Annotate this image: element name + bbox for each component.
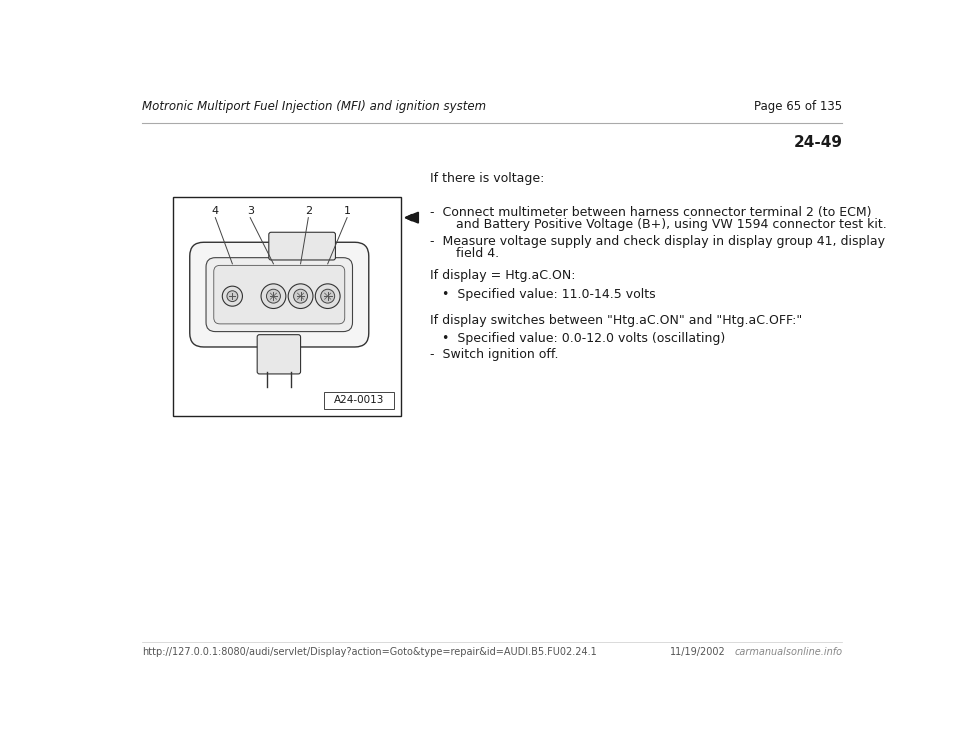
Text: 11/19/2002: 11/19/2002: [670, 646, 726, 657]
Text: 3: 3: [247, 206, 253, 216]
Circle shape: [294, 289, 307, 303]
Polygon shape: [405, 212, 419, 223]
Text: -  Measure voltage supply and check display in display group 41, display: - Measure voltage supply and check displ…: [430, 234, 885, 248]
Text: If display = Htg.aC.ON:: If display = Htg.aC.ON:: [430, 269, 575, 282]
Text: 2: 2: [304, 206, 312, 216]
Text: A24-0013: A24-0013: [333, 395, 384, 405]
Text: carmanualsonline.info: carmanualsonline.info: [734, 646, 842, 657]
Circle shape: [223, 286, 243, 306]
Text: 24-49: 24-49: [793, 135, 842, 150]
Circle shape: [288, 284, 313, 309]
Text: Page 65 of 135: Page 65 of 135: [755, 100, 842, 113]
FancyBboxPatch shape: [214, 266, 345, 324]
Text: -  Switch ignition off.: - Switch ignition off.: [430, 348, 559, 361]
Text: http://127.0.0.1:8080/audi/servlet/Display?action=Goto&type=repair&id=AUDI.B5.FU: http://127.0.0.1:8080/audi/servlet/Displ…: [142, 646, 596, 657]
Bar: [173, 197, 401, 416]
Text: If display switches between "Htg.aC.ON" and "Htg.aC.OFF:": If display switches between "Htg.aC.ON" …: [430, 314, 803, 327]
Text: 1: 1: [344, 206, 350, 216]
Text: Motronic Multiport Fuel Injection (MFI) and ignition system: Motronic Multiport Fuel Injection (MFI) …: [142, 100, 486, 113]
Text: field 4.: field 4.: [444, 247, 499, 260]
FancyBboxPatch shape: [269, 232, 335, 260]
Text: -  Connect multimeter between harness connector terminal 2 (to ECM): - Connect multimeter between harness con…: [430, 206, 872, 219]
Text: If there is voltage:: If there is voltage:: [430, 172, 544, 186]
Circle shape: [227, 291, 238, 301]
Text: and Battery Positive Voltage (B+), using VW 1594 connector test kit.: and Battery Positive Voltage (B+), using…: [444, 218, 887, 232]
FancyBboxPatch shape: [190, 243, 369, 347]
Bar: [324, 392, 394, 409]
Text: 4: 4: [212, 206, 219, 216]
Text: •  Specified value: 0.0-12.0 volts (oscillating): • Specified value: 0.0-12.0 volts (oscil…: [442, 332, 725, 345]
Circle shape: [261, 284, 286, 309]
FancyBboxPatch shape: [257, 335, 300, 374]
Circle shape: [267, 289, 280, 303]
FancyBboxPatch shape: [206, 257, 352, 332]
Circle shape: [315, 284, 340, 309]
Circle shape: [321, 289, 335, 303]
Text: •  Specified value: 11.0-14.5 volts: • Specified value: 11.0-14.5 volts: [442, 288, 656, 301]
